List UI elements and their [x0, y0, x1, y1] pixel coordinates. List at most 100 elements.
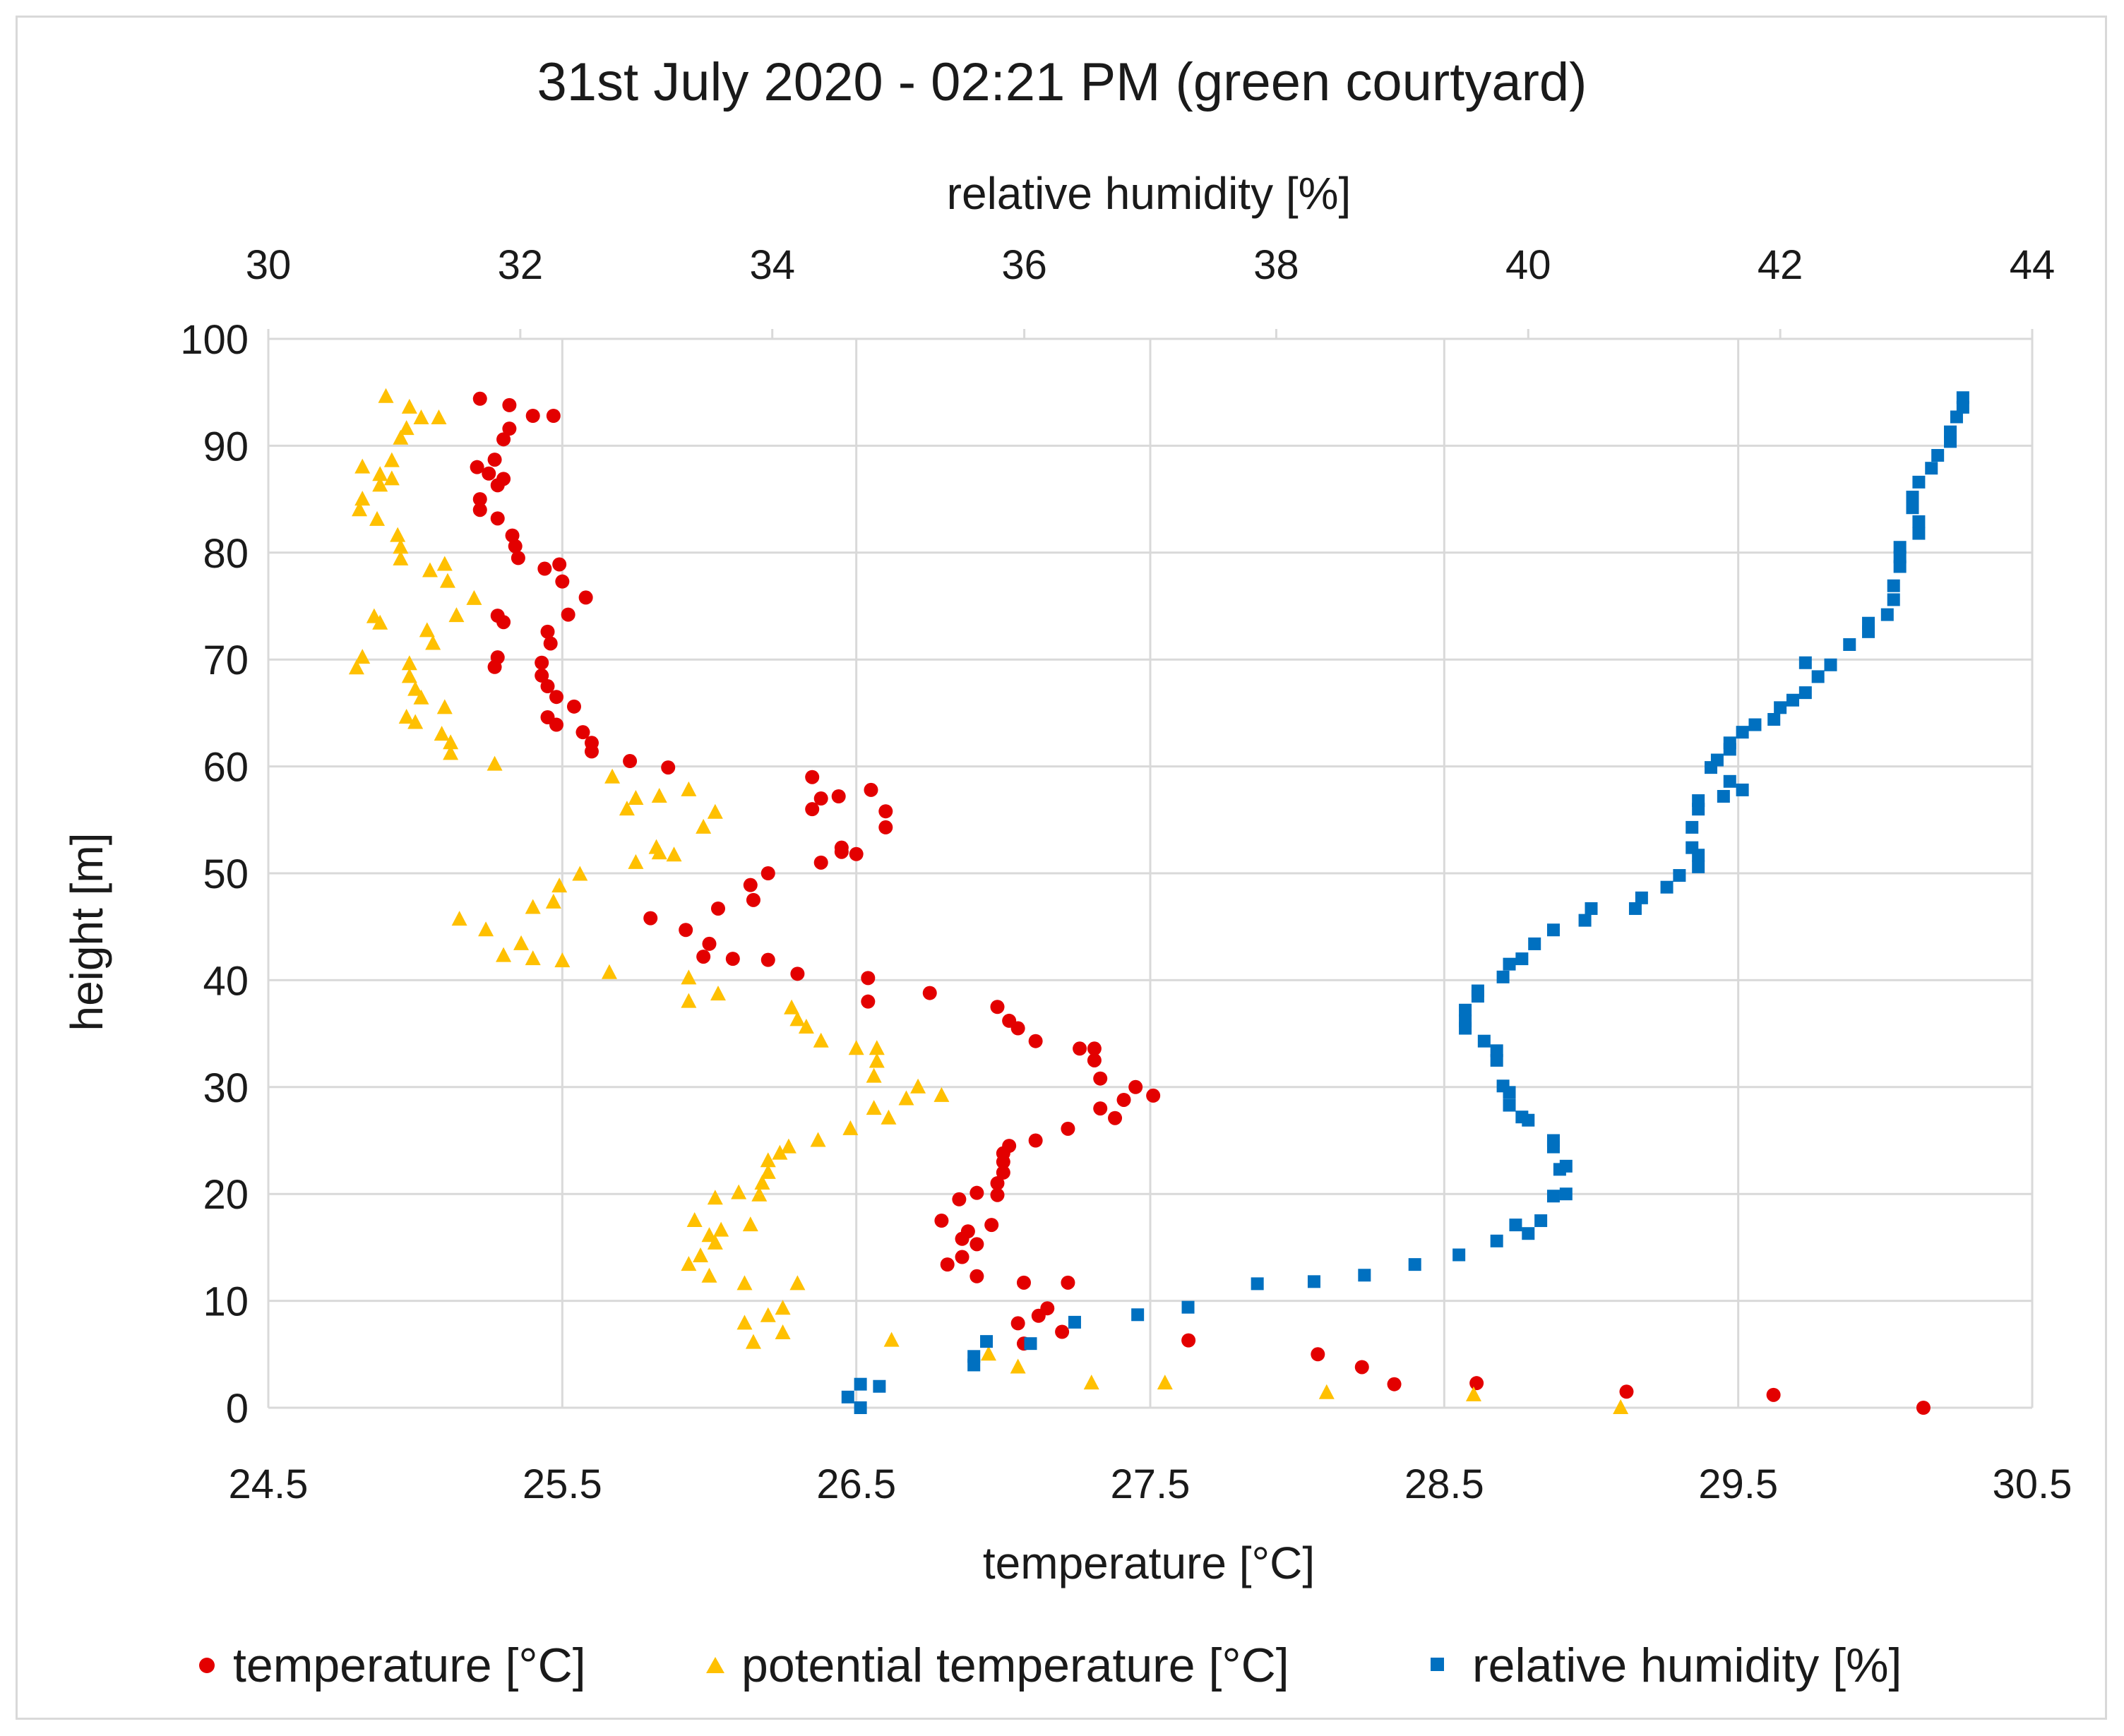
y-tick-label: 70 [203, 637, 249, 683]
temperature-point [470, 460, 484, 474]
potential-temperature-point [422, 562, 438, 577]
temperature-point [552, 557, 567, 572]
potential-temperature-point [681, 969, 697, 985]
potential-temperature-point [545, 893, 561, 909]
potential-temperature-point [707, 1190, 723, 1205]
temperature-point [1010, 1316, 1025, 1331]
relative-humidity-point [1503, 1099, 1516, 1112]
y-tick-label: 10 [203, 1279, 249, 1325]
relative-humidity-point [873, 1379, 886, 1393]
potential-temperature-point [398, 708, 414, 724]
legend: temperature [°C] potential temperature [… [199, 1639, 1902, 1692]
potential-temperature-point [736, 1275, 753, 1291]
relative-humidity-point [1477, 1034, 1491, 1048]
relative-humidity-point [1534, 1214, 1548, 1228]
potential-temperature-point [401, 398, 417, 414]
relative-humidity-point [1748, 718, 1762, 731]
potential-temperature-point [572, 866, 588, 881]
x2-tick-label: 34 [749, 242, 795, 288]
potential-temperature-point [372, 466, 388, 481]
temperature-point [490, 609, 505, 623]
temperature-point [813, 855, 828, 870]
potential-temperature-point [745, 1334, 761, 1349]
relative-humidity-point [980, 1335, 994, 1348]
legend-label-relative-humidity: relative humidity [%] [1472, 1639, 1902, 1692]
temperature-point [1028, 1133, 1043, 1148]
temperature-point [1016, 1275, 1031, 1290]
temperature-point [990, 1000, 1005, 1014]
relative-humidity-point [1887, 593, 1900, 606]
temperature-point [878, 804, 893, 819]
relative-humidity-point [1906, 501, 1919, 515]
relative-humidity-point [1811, 670, 1825, 683]
temperature-point [813, 791, 828, 806]
temperature-point [1093, 1101, 1108, 1116]
temperature-point [805, 770, 820, 784]
potential-temperature-point [1157, 1375, 1173, 1390]
potential-temperature-point [393, 550, 409, 565]
y-tick-label: 60 [203, 745, 249, 791]
temperature-point [864, 782, 878, 797]
potential-temperature-point [810, 1132, 826, 1147]
legend-marker-potential-temperature [706, 1657, 724, 1673]
axis-layer: 0 10 20 30 40 50 60 70 80 90 100 24.5 25.5 26.5 27.5 28… [180, 242, 2072, 1507]
potential-temperature-point [354, 458, 371, 474]
relative-humidity-point [1490, 1234, 1503, 1247]
series-1 [348, 388, 1629, 1414]
relative-humidity-point [1767, 712, 1781, 726]
temperature-point [540, 679, 555, 694]
temperature-point [482, 466, 496, 481]
relative-humidity-point [854, 1377, 867, 1391]
potential-temperature-point [551, 878, 568, 893]
relative-humidity-point [1628, 902, 1642, 915]
relative-humidity-point [1559, 1187, 1573, 1201]
relative-humidity-point [1251, 1277, 1264, 1291]
x2-tick-label: 38 [1253, 242, 1299, 288]
relative-humidity-point [1950, 410, 1963, 424]
x-tick-label: 25.5 [523, 1461, 602, 1507]
temperature-point [490, 650, 505, 665]
y-tick-label: 80 [203, 531, 249, 577]
x-tick-label: 24.5 [229, 1461, 309, 1507]
potential-temperature-point [681, 1256, 697, 1271]
potential-temperature-point [554, 952, 571, 968]
relative-humidity-point [1452, 1248, 1466, 1262]
relative-humidity-point [1862, 616, 1875, 630]
x-tick-label: 28.5 [1404, 1461, 1484, 1507]
potential-temperature-point [736, 1315, 753, 1330]
potential-temperature-point [760, 1163, 776, 1179]
relative-humidity-point [1912, 475, 1926, 489]
relative-humidity-point [1459, 1014, 1472, 1027]
relative-humidity-point [1912, 515, 1926, 528]
temperature-point [535, 668, 549, 683]
relative-humidity-point [1686, 820, 1699, 834]
potential-temperature-point [425, 635, 441, 650]
temperature-point [1061, 1121, 1075, 1136]
potential-temperature-point [731, 1184, 747, 1199]
temperature-point [710, 901, 725, 916]
potential-temperature-point [707, 803, 723, 819]
temperature-point [508, 539, 523, 553]
relative-humidity-point [1585, 902, 1598, 915]
temperature-point [1181, 1333, 1196, 1348]
temperature-point [849, 846, 864, 861]
relative-humidity-point [1710, 753, 1724, 767]
potential-temperature-point [601, 964, 617, 979]
temperature-point [861, 994, 876, 1009]
relative-humidity-point [1459, 1003, 1472, 1017]
relative-humidity-point [1798, 656, 1812, 669]
potential-temperature-point [383, 452, 400, 467]
temperature-point [502, 421, 517, 436]
series-2 [841, 391, 1969, 1414]
grid-layer [267, 337, 2034, 1409]
temperature-point [575, 725, 590, 740]
relative-humidity-point [1717, 789, 1730, 803]
temperature-point [472, 492, 487, 507]
temperature-point [702, 936, 717, 951]
potential-temperature-point [348, 659, 364, 675]
relative-humidity-point [1515, 1111, 1529, 1124]
potential-temperature-point [701, 1267, 717, 1283]
potential-temperature-point [413, 689, 429, 705]
relative-humidity-point [1723, 736, 1736, 750]
potential-temperature-point [760, 1307, 776, 1322]
